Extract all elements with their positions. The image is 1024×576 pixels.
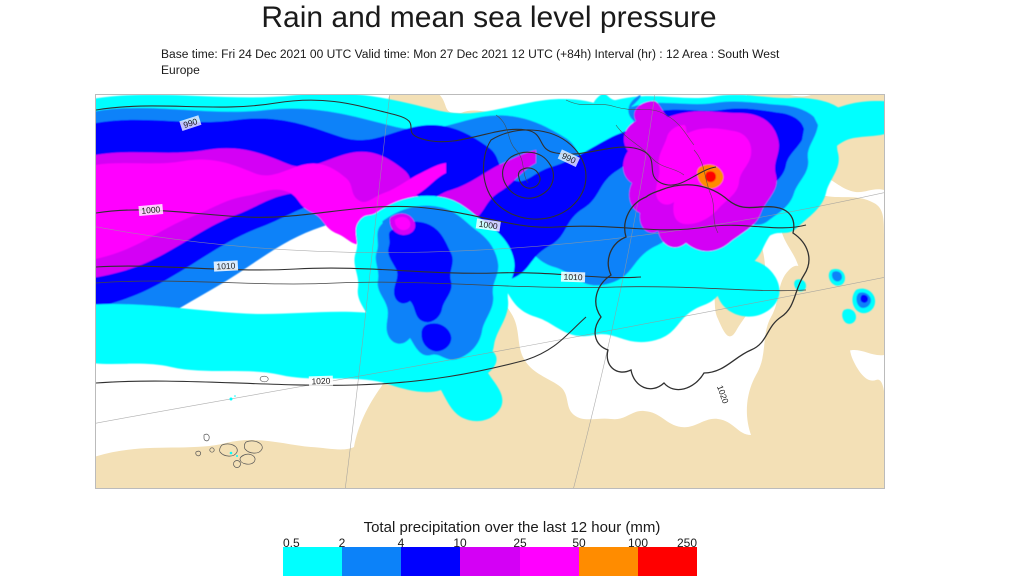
svg-text:1010: 1010 — [216, 261, 236, 272]
svg-text:1000: 1000 — [141, 204, 161, 216]
svg-text:1020: 1020 — [311, 376, 331, 387]
svg-text:1010: 1010 — [563, 272, 583, 283]
